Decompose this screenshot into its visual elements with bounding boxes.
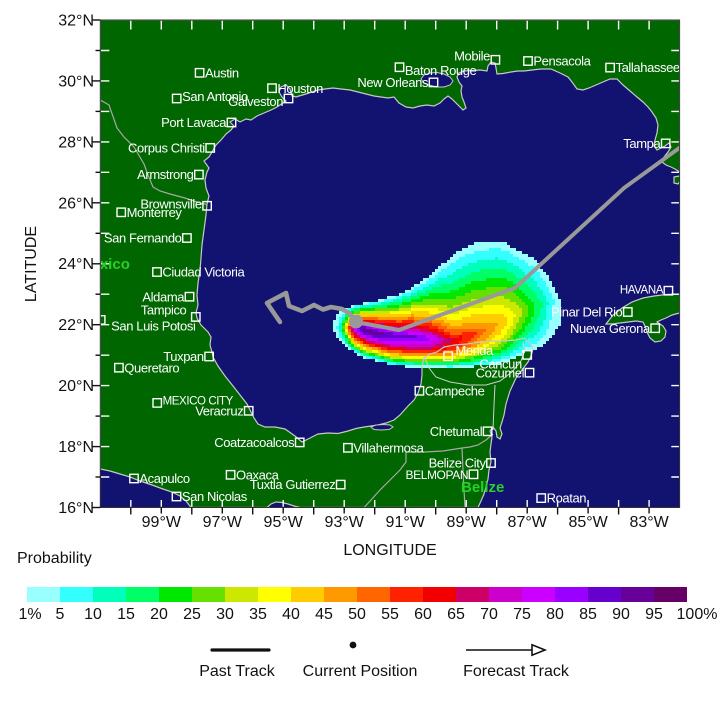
svg-text:Veracruz: Veracruz — [195, 403, 243, 418]
svg-text:20°N: 20°N — [58, 378, 94, 395]
svg-text:1%: 1% — [18, 606, 41, 623]
svg-text:Tuxtla Gutierrez: Tuxtla Gutierrez — [250, 477, 336, 492]
svg-text:75: 75 — [513, 606, 531, 623]
svg-text:70: 70 — [480, 606, 498, 623]
svg-text:90: 90 — [612, 606, 630, 623]
svg-text:Houston: Houston — [277, 81, 323, 96]
svg-text:Oaxaca: Oaxaca — [236, 467, 280, 482]
svg-text:Coatzacoalcos: Coatzacoalcos — [214, 435, 295, 450]
svg-text:85: 85 — [579, 606, 597, 623]
svg-text:San Antonio: San Antonio — [182, 89, 248, 104]
svg-text:Baton Rouge: Baton Rouge — [405, 63, 477, 78]
svg-text:22°N: 22°N — [58, 317, 94, 334]
svg-text:93°W: 93°W — [325, 514, 365, 531]
svg-text:Austin: Austin — [205, 65, 239, 80]
svg-text:MEXICO CITY: MEXICO CITY — [163, 396, 234, 408]
svg-text:Campeche: Campeche — [425, 383, 485, 398]
svg-text:Ciudad Victoria: Ciudad Victoria — [162, 265, 245, 280]
svg-text:San Fernando: San Fernando — [104, 231, 182, 246]
svg-text:Monterrey: Monterrey — [127, 205, 183, 220]
svg-text:Pensacola: Pensacola — [533, 54, 591, 69]
svg-text:45: 45 — [315, 606, 333, 623]
svg-text:95: 95 — [645, 606, 663, 623]
svg-text:24°N: 24°N — [58, 256, 94, 273]
svg-text:Port Lavaca: Port Lavaca — [161, 115, 227, 130]
svg-text:65: 65 — [447, 606, 465, 623]
svg-text:100%: 100% — [677, 606, 718, 623]
svg-text:28°N: 28°N — [58, 134, 94, 151]
svg-text:Brownsville: Brownsville — [140, 196, 202, 211]
svg-text:87°W: 87°W — [508, 514, 548, 531]
svg-text:Past Track: Past Track — [199, 663, 276, 680]
svg-text:91°W: 91°W — [386, 514, 426, 531]
svg-text:Aldama: Aldama — [142, 289, 185, 304]
svg-text:Villahermosa: Villahermosa — [353, 440, 424, 455]
svg-text:Pinar Del Rio: Pinar Del Rio — [551, 305, 623, 320]
svg-text:32°N: 32°N — [58, 13, 94, 30]
svg-text:15: 15 — [117, 606, 135, 623]
svg-text:Galveston: Galveston — [228, 94, 283, 109]
svg-text:BELMOPAN: BELMOPAN — [405, 468, 468, 482]
svg-text:26°N: 26°N — [58, 195, 94, 212]
svg-text:55: 55 — [381, 606, 399, 623]
svg-text:Tampa: Tampa — [623, 136, 661, 151]
svg-text:Belize: Belize — [461, 479, 504, 496]
svg-text:Mexico: Mexico — [79, 256, 130, 273]
svg-text:Belize City: Belize City — [429, 456, 487, 471]
svg-text:Queretaro: Queretaro — [124, 360, 179, 375]
svg-text:20: 20 — [150, 606, 168, 623]
svg-text:Nueva Gerona: Nueva Gerona — [570, 321, 651, 336]
svg-text:97°W: 97°W — [203, 514, 243, 531]
svg-text:10: 10 — [84, 606, 102, 623]
svg-text:16°N: 16°N — [58, 500, 94, 517]
svg-text:LONGITUDE: LONGITUDE — [343, 542, 436, 559]
svg-text:60: 60 — [414, 606, 432, 623]
svg-text:Roatan: Roatan — [547, 491, 587, 506]
svg-text:30°N: 30°N — [58, 73, 94, 90]
svg-text:San Luis Potosi: San Luis Potosi — [111, 319, 196, 334]
svg-text:San Nicolas: San Nicolas — [182, 489, 248, 504]
svg-text:30: 30 — [216, 606, 234, 623]
svg-text:Armstrong: Armstrong — [137, 167, 194, 182]
svg-text:Current Position: Current Position — [303, 663, 418, 680]
svg-text:Probability: Probability — [17, 550, 92, 567]
svg-text:Cancun: Cancun — [479, 357, 522, 372]
svg-text:Merida: Merida — [456, 343, 495, 358]
svg-text:80: 80 — [546, 606, 564, 623]
svg-text:5: 5 — [56, 606, 65, 623]
svg-text:89°W: 89°W — [447, 514, 487, 531]
svg-text:Tampico: Tampico — [141, 303, 187, 318]
svg-text:LATITUDE: LATITUDE — [23, 226, 40, 302]
svg-text:83°W: 83°W — [629, 514, 669, 531]
svg-text:95°W: 95°W — [264, 514, 304, 531]
svg-text:40: 40 — [282, 606, 300, 623]
svg-text:99°W: 99°W — [142, 514, 182, 531]
svg-text:Chetumal: Chetumal — [430, 424, 483, 439]
svg-text:50: 50 — [348, 606, 366, 623]
svg-text:Cozumel: Cozumel — [476, 365, 525, 380]
svg-text:Forecast Track: Forecast Track — [463, 663, 570, 680]
svg-text:Tuxpan: Tuxpan — [163, 349, 204, 364]
svg-text:18°N: 18°N — [58, 439, 94, 456]
svg-text:Mobile: Mobile — [454, 48, 490, 63]
svg-text:New Orleans: New Orleans — [357, 75, 429, 90]
svg-text:Tallahassee: Tallahassee — [616, 60, 680, 75]
svg-text:Corpus Christi: Corpus Christi — [128, 141, 205, 156]
svg-text:25: 25 — [183, 606, 201, 623]
svg-text:Acapulco: Acapulco — [139, 471, 189, 486]
svg-text:85°W: 85°W — [568, 514, 608, 531]
svg-text:35: 35 — [249, 606, 267, 623]
svg-text:HAVANA: HAVANA — [620, 284, 664, 296]
